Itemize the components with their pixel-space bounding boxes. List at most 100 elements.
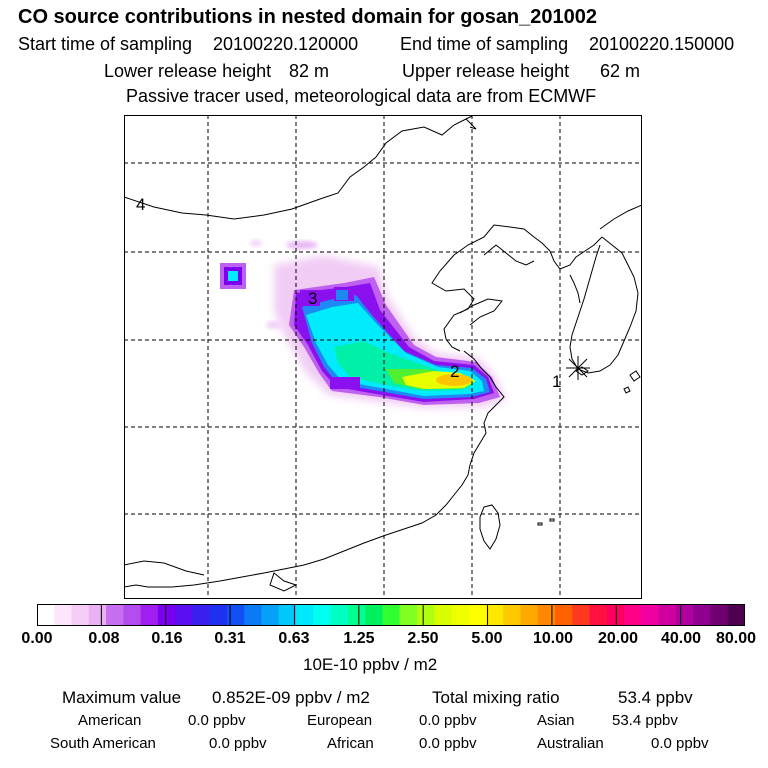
colorbar-tick-0: 0.00 <box>21 630 53 647</box>
colorbar-swatch <box>451 604 470 626</box>
bohai-coast <box>431 254 475 352</box>
colorbar-swatch <box>589 604 608 626</box>
korea-border <box>453 224 603 270</box>
european-label: European <box>307 712 373 729</box>
colorbar-swatch <box>468 604 487 626</box>
colorbar-tick-4: 0.63 <box>278 630 310 647</box>
plume-hotspot <box>436 374 472 386</box>
plume-isolated-core <box>228 271 238 281</box>
colorbar-swatch <box>555 604 573 626</box>
map-title: CO source contributions in nested domain… <box>18 6 598 28</box>
ryukyu-isle-1 <box>537 522 543 526</box>
total-mixing-value: 53.4 ppbv <box>618 688 693 707</box>
end-time-label: End time of sampling <box>400 34 569 54</box>
receptor-asterisk-marker <box>566 356 590 380</box>
colorbar-swatch <box>727 604 745 626</box>
colorbar-tick-3: 0.31 <box>214 630 246 647</box>
colorbar-swatch <box>572 604 591 626</box>
colorbar-swatch <box>296 604 314 626</box>
concentration-map: 1 2 3 4 <box>124 115 642 599</box>
asterisk-stroke-d2 <box>568 358 588 378</box>
colorbar-swatch <box>347 604 366 626</box>
manchuria-border <box>599 204 642 230</box>
japan-kyushu <box>629 370 641 382</box>
colorbar-swatch <box>658 604 677 626</box>
south-american-value: 0.0 ppbv <box>209 735 267 752</box>
american-value: 0.0 ppbv <box>188 712 246 729</box>
asian-value: 53.4 ppbv <box>612 712 678 729</box>
colorbar-tick-9: 20.00 <box>597 630 639 647</box>
northeast-border <box>465 118 477 130</box>
colorbar-tick-10: 40.00 <box>660 630 702 647</box>
upper-height-label: Upper release height <box>402 61 570 81</box>
colorbar-tick-11: 80.00 <box>715 630 757 647</box>
colorbar-swatch <box>624 604 642 626</box>
african-value: 0.0 ppbv <box>419 735 477 752</box>
mongolia-border <box>124 115 475 220</box>
colorbar-swatch <box>365 604 383 626</box>
colorbar-swatch <box>54 604 73 626</box>
colorbar-swatch <box>641 604 660 626</box>
african-label: African <box>327 735 374 752</box>
plume-pocket-1 <box>300 290 320 306</box>
colorbar-swatch <box>434 604 453 626</box>
start-time-label: Start time of sampling <box>18 34 193 54</box>
map-label-4: 4 <box>136 195 145 214</box>
colorbar-swatch <box>416 604 435 626</box>
map-label-3: 3 <box>308 289 317 308</box>
south-coast <box>124 560 205 576</box>
hainan-coast <box>269 572 298 592</box>
east-coast <box>124 350 505 588</box>
map-label-1: 1 <box>552 372 561 391</box>
australian-label: Australian <box>537 735 604 752</box>
colorbar-swatch <box>226 604 245 626</box>
colorbar-swatch <box>106 604 124 626</box>
colorbar-swatch <box>209 604 228 626</box>
colorbar-swatch <box>140 604 159 626</box>
tracer-note: Passive tracer used, meteorological data… <box>126 86 597 106</box>
colorbar-swatch <box>88 604 107 626</box>
colorbar <box>37 604 745 626</box>
colorbar-tick-8: 10.00 <box>532 630 574 647</box>
shandong-coast <box>459 298 503 326</box>
max-value-label: Maximum value <box>62 688 182 707</box>
lat-lon-grid <box>124 115 642 599</box>
colorbar-tick-1: 0.08 <box>88 630 120 647</box>
colorbar-tick-7: 5.00 <box>471 630 503 647</box>
colorbar-swatch <box>485 604 504 626</box>
upper-height-value: 62 m <box>600 61 641 81</box>
japan-isle <box>623 386 631 394</box>
colorbar-swatch <box>261 604 280 626</box>
total-mixing-label: Total mixing ratio <box>432 688 560 707</box>
colorbar-swatch <box>675 604 694 626</box>
taiwan-island <box>479 504 501 550</box>
colorbar-swatch <box>157 604 176 626</box>
colorbar-swatch <box>278 604 297 626</box>
european-value: 0.0 ppbv <box>419 712 477 729</box>
plume-faint-tail-2 <box>266 321 282 329</box>
colorbar-tick-6: 2.50 <box>407 630 439 647</box>
colorbar-swatch <box>520 604 539 626</box>
colorbar-swatch <box>693 604 712 626</box>
plume-faint-tail-1 <box>286 241 318 249</box>
korean-peninsula <box>569 236 639 374</box>
colorbar-unit: 10E-10 ppbv / m2 <box>303 655 438 674</box>
colorbar-tick-5: 1.25 <box>343 630 375 647</box>
colorbar-swatch <box>537 604 556 626</box>
liaodong-coast <box>483 244 535 266</box>
plume-layer <box>220 240 506 408</box>
colorbar-swatch <box>503 604 522 626</box>
colorbar-swatch <box>330 604 349 626</box>
colorbar-swatch <box>192 604 211 626</box>
ryukyu-isle-2 <box>549 518 555 522</box>
south-american-label: South American <box>50 735 156 752</box>
plume-faint-tail-3 <box>250 240 262 246</box>
colorbar-swatch <box>399 604 418 626</box>
start-time-value: 20100220.120000 <box>213 34 359 54</box>
map-frame <box>124 115 642 599</box>
max-value: 0.852E-09 ppbv / m2 <box>212 688 370 707</box>
colorbar-swatch <box>175 604 194 626</box>
end-time-value: 20100220.150000 <box>589 34 735 54</box>
map-label-2: 2 <box>450 362 459 381</box>
colorbar-swatch <box>123 604 142 626</box>
